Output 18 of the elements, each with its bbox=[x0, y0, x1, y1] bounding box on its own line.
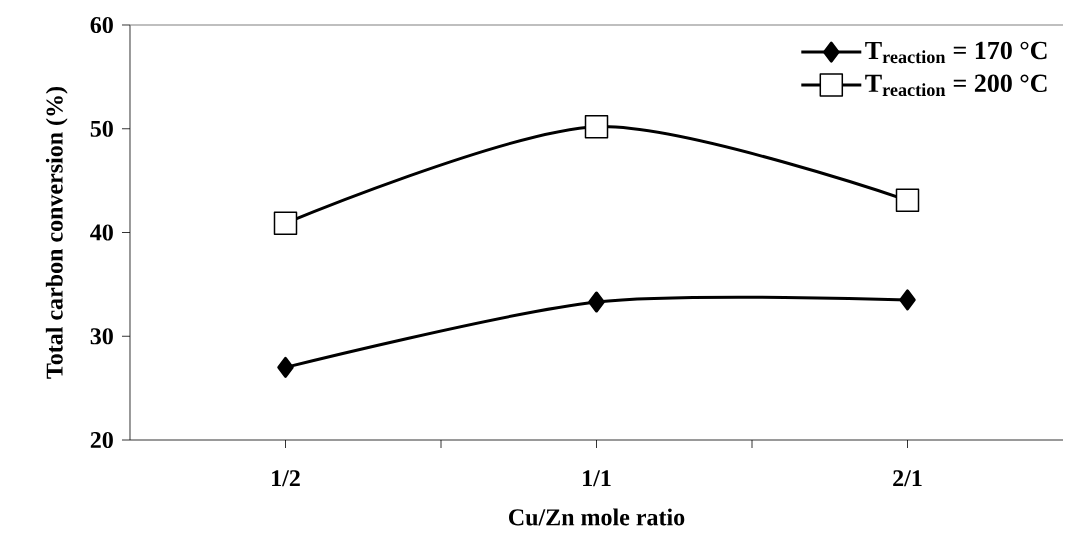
y-tick-label: 30 bbox=[90, 328, 113, 345]
legend-label: T$_{reaction}$ = 200 °C bbox=[865, 74, 1047, 97]
x-axis-title: Cu/Zn mole ratio bbox=[509, 508, 685, 526]
legend-label: T$_{reaction}$ = 170 °C bbox=[865, 41, 1047, 64]
point bbox=[277, 356, 294, 378]
x-tick-label: 1/1 bbox=[583, 470, 611, 487]
y-tick-label: 60 bbox=[90, 16, 113, 34]
point bbox=[588, 291, 605, 313]
y-tick-label: 20 bbox=[90, 431, 113, 449]
y-tick-label: 50 bbox=[90, 120, 113, 137]
y-tick-label: 40 bbox=[90, 224, 113, 241]
point bbox=[273, 211, 298, 235]
x-tick-label: 1/2 bbox=[272, 470, 300, 487]
y-axis-title: Total carbon conversion (%) bbox=[45, 87, 68, 379]
x-tick-label: 2/1 bbox=[893, 470, 922, 487]
point bbox=[899, 289, 916, 311]
point bbox=[584, 114, 609, 139]
point bbox=[895, 188, 920, 213]
